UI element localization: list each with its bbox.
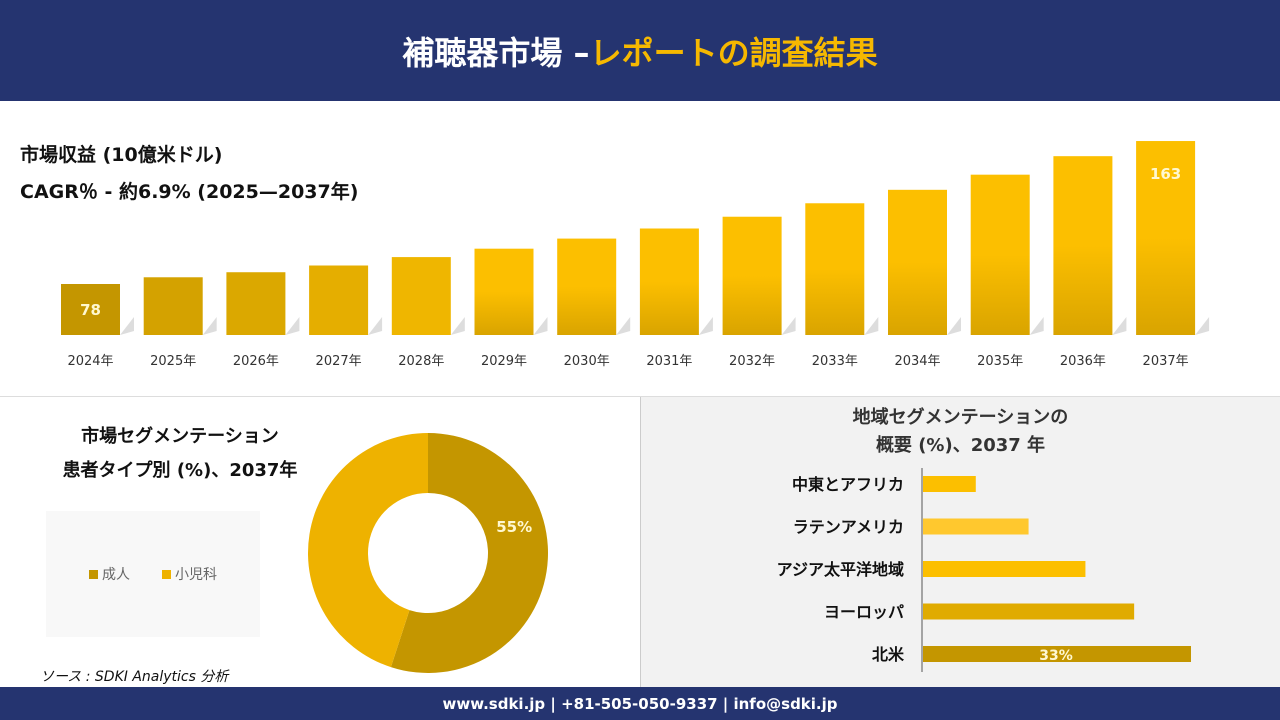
bar-shadow [864, 317, 879, 335]
category-label: アジア太平洋地域 [777, 560, 904, 579]
bar-2037年 [1136, 141, 1196, 335]
x-tick-label: 2031年 [646, 354, 692, 369]
regional-panel [641, 397, 1280, 687]
patient-type-donut-chart: 55% [308, 433, 548, 673]
segment-title: 市場セグメンテーション 患者タイプ別 (%)、2037年 [20, 420, 340, 488]
footer-contact: www.sdki.jp | +81-505-050-9337 | info@sd… [0, 687, 1280, 720]
data-label: 163 [1150, 165, 1181, 183]
bar-shadow [1112, 317, 1127, 335]
bar-2027年 [309, 265, 369, 335]
source-note: ソース : SDKI Analytics 分析 [40, 669, 229, 685]
divider [0, 396, 1280, 397]
bar-北米 [923, 646, 1191, 662]
x-tick-label: 2029年 [481, 354, 527, 369]
bar-2036年 [1053, 156, 1113, 335]
segment-title-line2: 患者タイプ別 (%)、2037年 [62, 460, 298, 481]
bar-中東とアフリカ [923, 476, 976, 492]
bar-ラテンアメリカ [923, 518, 1029, 535]
x-tick-label: 2030年 [564, 354, 610, 369]
bar-shadow [1195, 317, 1210, 335]
donut-legend: 成人 小児科 [46, 511, 260, 637]
x-tick-label: 2035年 [977, 354, 1023, 369]
bar-2034年 [888, 189, 947, 335]
bar-shadow [781, 317, 796, 335]
category-label: 中東とアフリカ [792, 475, 904, 494]
bar-ヨーロッパ [923, 603, 1135, 620]
revenue-bar-chart: 78 2024年 2025年 2026年 2027年 2028年 2029年 2030年 203… [61, 141, 1210, 369]
x-tick-label: 2028年 [398, 354, 444, 369]
revenue-title: 市場収益 (10億米ドル) [20, 144, 223, 166]
category-label: 北米 [872, 645, 905, 664]
legend-swatch [89, 570, 98, 579]
data-label: 33% [1039, 648, 1073, 664]
cagr-subtitle: CAGR％ - 約6.9% (2025—2037年) [20, 181, 359, 203]
bar-2029年 [474, 248, 534, 335]
bar-2030年 [557, 238, 617, 335]
regional-title-line1: 地域セグメンテーションの [852, 407, 1069, 428]
x-tick-label: 2025年 [150, 354, 196, 369]
bar-2024年 [61, 284, 120, 335]
x-tick-label: 2034年 [894, 354, 940, 369]
x-tick-label: 2037年 [1143, 354, 1189, 369]
regional-title-line2: 概要 (%)、2037 年 [875, 435, 1046, 456]
title-highlight: レポートの調査結果 [589, 33, 878, 72]
bar-shadow [285, 317, 300, 335]
category-label: ラテンアメリカ [793, 518, 904, 537]
bar-2032年 [722, 216, 782, 335]
bar-アジア太平洋地域 [923, 561, 1086, 577]
bar-shadow [533, 317, 548, 335]
header: 補聴器市場 – レポートの調査結果 [0, 0, 1280, 101]
x-tick-label: 2033年 [812, 354, 858, 369]
divider [640, 397, 641, 687]
bar-shadow [616, 317, 631, 335]
x-tick-label: 2027年 [316, 354, 362, 369]
bar-shadow [1029, 317, 1044, 335]
legend-item-adult: 成人 [89, 564, 130, 584]
bar-shadow [202, 317, 217, 335]
x-tick-label: 2036年 [1060, 354, 1106, 369]
bar-shadow [120, 317, 134, 335]
donut-slice-0 [390, 433, 548, 673]
category-label: ヨーロッパ [824, 603, 904, 622]
x-tick-label: 2032年 [729, 354, 775, 369]
legend-label: 成人 [102, 567, 130, 583]
legend-item-pediatric: 小児科 [162, 564, 217, 584]
title: 補聴器市場 – [402, 33, 590, 72]
data-label: 78 [80, 301, 101, 319]
x-tick-label: 2024年 [67, 354, 113, 369]
bar-shadow [698, 317, 713, 335]
bar-2025年 [143, 277, 203, 335]
donut-slice-1 [308, 433, 428, 668]
bar-shadow [368, 317, 383, 335]
legend-label: 小児科 [175, 567, 217, 583]
data-label: 55% [496, 518, 532, 536]
legend-swatch [162, 570, 171, 579]
bar-shadow [947, 317, 961, 335]
bar-2031年 [639, 228, 699, 335]
bar-shadow [450, 317, 465, 335]
x-tick-label: 2026年 [233, 354, 279, 369]
regional-title: 地域セグメンテーションの 概要 (%)、2037 年 [641, 404, 1280, 460]
segment-title-line1: 市場セグメンテーション [81, 426, 279, 447]
bar-2028年 [391, 257, 451, 335]
bar-2026年 [226, 272, 286, 335]
bar-2035年 [970, 174, 1030, 335]
bar-2033年 [805, 203, 865, 335]
